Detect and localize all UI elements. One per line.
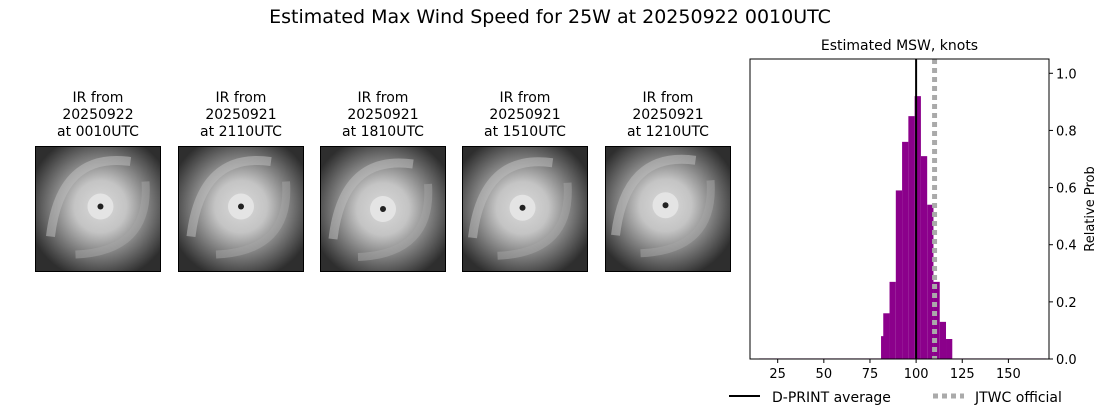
ir-panel-title-line1: IR from (499, 90, 551, 106)
ir-panel-title-line3: at 1210UTC (627, 124, 709, 140)
y-tick-label: 0.4 (1056, 239, 1077, 254)
ir-panel-title: IR from 20250921 at 1510UTC (442, 90, 608, 141)
y-tick-label: 0.0 (1056, 353, 1077, 368)
figure-title: Estimated Max Wind Speed for 25W at 2025… (269, 6, 831, 28)
ir-panel-title: IR from 20250921 at 2110UTC (158, 90, 324, 141)
ir-satellite-image (320, 146, 446, 272)
ir-panel-title-line3: at 1810UTC (342, 124, 424, 140)
ir-panel-title-line1: IR from (72, 90, 124, 106)
y-axis-label: Relative Prob (1083, 166, 1098, 251)
ir-panel-title-line2: 20250921 (347, 107, 419, 123)
x-tick-label: 125 (950, 367, 975, 382)
histogram-bar (895, 190, 903, 359)
ir-panel-title-line3: at 2110UTC (200, 124, 282, 140)
chart-title: Estimated MSW, knots (821, 38, 978, 54)
y-tick-label: 1.0 (1056, 67, 1077, 82)
histogram-bar (908, 116, 915, 360)
y-tick-label: 0.2 (1056, 296, 1077, 311)
ir-panel-title-line2: 20250921 (489, 107, 561, 123)
ir-panel-title-line1: IR from (215, 90, 267, 106)
ir-panel-title-line1: IR from (642, 90, 694, 106)
legend-dprint-label: D-PRINT average (772, 390, 891, 406)
y-tick-label: 0.6 (1056, 182, 1077, 197)
ir-satellite-image (605, 146, 731, 272)
histogram-bar (914, 96, 921, 360)
ir-panel-title: IR from 20250921 at 1210UTC (585, 90, 751, 141)
ir-panel-title-line2: 20250921 (632, 107, 704, 123)
plot-frame (749, 58, 1050, 360)
ir-satellite-image (178, 146, 304, 272)
histogram-bar (946, 339, 953, 359)
histogram-bar (889, 281, 896, 359)
ir-panel-title-line2: 20250922 (62, 107, 134, 123)
ir-panel-title-line1: IR from (357, 90, 409, 106)
x-tick-label: 150 (996, 367, 1021, 382)
x-tick-label: 50 (816, 367, 833, 382)
x-tick-label: 75 (862, 367, 879, 382)
histogram-bar (920, 156, 928, 359)
y-tick-label: 0.8 (1056, 124, 1077, 139)
ir-satellite-image (35, 146, 161, 272)
x-tick-label: 100 (904, 367, 929, 382)
ir-panel-title-line3: at 1510UTC (484, 124, 566, 140)
ir-panel-title-line2: 20250921 (205, 107, 277, 123)
ir-satellite-image (462, 146, 588, 272)
histogram-bar (883, 313, 890, 359)
ir-panel-title-line3: at 0010UTC (57, 124, 139, 140)
ir-panel-title: IR from 20250922 at 0010UTC (15, 90, 181, 141)
ir-panel-title: IR from 20250921 at 1810UTC (300, 90, 466, 141)
histogram-bar (902, 141, 909, 359)
x-tick-label: 25 (769, 367, 786, 382)
histogram-bar (939, 321, 947, 359)
histogram-bar (927, 204, 934, 359)
legend-jtwc-label: JTWC official (974, 390, 1062, 406)
